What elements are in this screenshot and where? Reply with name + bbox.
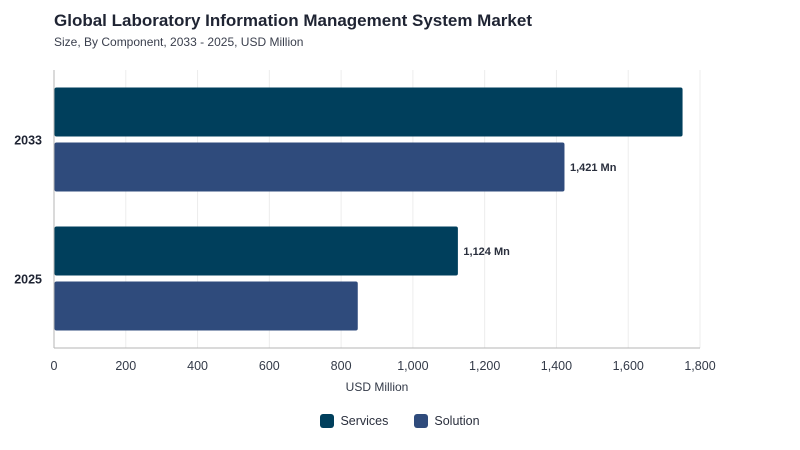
bar-services-2033 xyxy=(54,87,683,137)
bar-chart: 0 200 400 600 800 1,000 1,200 1,400 1,600 1,800 US… xyxy=(14,70,716,394)
legend-item-solution[interactable]: Solution xyxy=(414,414,480,428)
data-label-solution-2033: 1,421 Mn xyxy=(570,162,617,174)
x-tick-label-5: 1,000 xyxy=(397,359,428,373)
bar-solution-2025 xyxy=(54,281,358,331)
x-tick-label-2: 400 xyxy=(187,359,208,373)
legend-label-solution: Solution xyxy=(434,414,480,428)
legend-swatch-solution xyxy=(414,414,429,428)
x-tick-label-1: 200 xyxy=(115,359,136,373)
legend-swatch-services xyxy=(320,414,335,428)
bar-solution-2033 xyxy=(54,142,565,192)
legend-item-services[interactable]: Services xyxy=(320,414,388,428)
legend-label-services: Services xyxy=(340,414,389,428)
y-tick-label-2033: 2033 xyxy=(14,134,42,148)
y-tick-label-2025: 2025 xyxy=(14,273,42,287)
x-axis-label: USD Million xyxy=(346,380,409,394)
x-tick-label-7: 1,400 xyxy=(541,359,572,373)
chart-title: Global Laboratory Information Management… xyxy=(54,11,532,30)
legend: Services Solution xyxy=(0,414,800,428)
x-tick-label-8: 1,600 xyxy=(613,359,644,373)
x-tick-label-6: 1,200 xyxy=(469,359,500,373)
bar-services-2025 xyxy=(54,226,458,276)
data-label-services-2025: 1,124 Mn xyxy=(463,246,510,258)
chart-subtitle: Size, By Component, 2033 - 2025, USD Mil… xyxy=(54,35,304,49)
x-tick-label-3: 600 xyxy=(259,359,280,373)
x-tick-label-0: 0 xyxy=(51,359,58,373)
x-tick-label-9: 1,800 xyxy=(684,359,715,373)
x-tick-label-4: 800 xyxy=(331,359,352,373)
